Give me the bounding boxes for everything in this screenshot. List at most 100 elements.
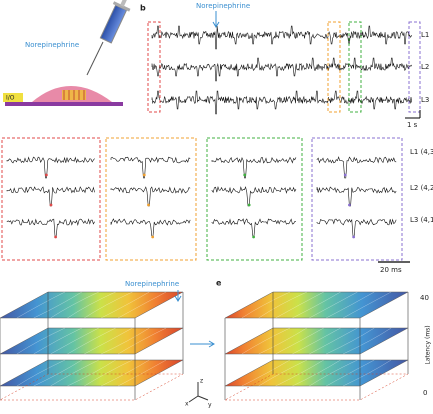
panel-label: e (216, 279, 222, 288)
contour-line (326, 359, 375, 387)
contour-line (67, 327, 116, 355)
io-label: I/O (6, 95, 15, 102)
contour-line (258, 291, 307, 319)
contour-line (67, 359, 116, 387)
zoom-box (311, 137, 403, 261)
trace (110, 186, 191, 207)
stimulus-arrow (212, 11, 220, 28)
scale-label: 20 ms (380, 266, 402, 274)
contour-line (118, 359, 167, 387)
stimulus-label: Norepinephrine (196, 2, 250, 10)
contour-line (241, 359, 290, 387)
contour-line (84, 327, 133, 355)
contour-line (101, 291, 150, 319)
channel-label: L1 (4,3) (410, 148, 433, 156)
trace (151, 90, 412, 115)
contour-line (275, 359, 324, 387)
scale-bar (405, 110, 421, 119)
latency-layer (0, 291, 184, 319)
trace (316, 186, 397, 207)
contour-line (275, 291, 324, 319)
contour-line (50, 327, 99, 355)
contour-line (84, 291, 133, 319)
axis-max: 40 (420, 294, 429, 302)
stimulus-label: Norepinephrine (125, 280, 179, 288)
zoom-box (206, 137, 303, 261)
spike-marker (252, 235, 256, 239)
contour-line (118, 327, 167, 355)
trace (110, 218, 191, 237)
channel-label: L3 (4,1) (410, 216, 433, 224)
contour-line (50, 291, 99, 319)
trace (316, 218, 397, 237)
contour-line (292, 359, 341, 387)
trace (6, 186, 95, 207)
trace (6, 156, 95, 179)
spike-marker (343, 173, 347, 177)
trace (316, 156, 397, 179)
spike-marker (54, 235, 57, 239)
contour-line (33, 327, 82, 355)
contour-line (50, 359, 99, 387)
spike-marker (45, 173, 48, 177)
contour-line (258, 359, 307, 387)
channel-label: L2 (4,2) (410, 184, 433, 192)
latency-maps (0, 291, 409, 401)
contour-line (326, 291, 375, 319)
trace (211, 218, 296, 237)
trace (211, 156, 297, 179)
stimulus-label: Norepinephrine (25, 41, 79, 49)
contour-line (16, 359, 65, 387)
spike-marker (147, 203, 150, 207)
channel-label: L2 (421, 63, 429, 71)
contour-line (326, 327, 375, 355)
contour-line (309, 359, 358, 387)
spike-marker (243, 173, 247, 177)
axis-z: z (200, 378, 203, 385)
trace-group (151, 25, 412, 115)
highlight-box (327, 21, 341, 113)
axis-title: Latency (ms) (425, 325, 432, 364)
contour-line (343, 359, 392, 387)
trace-group (6, 156, 397, 239)
latency-layer (0, 359, 184, 387)
contour-line (258, 327, 307, 355)
contour-line (33, 291, 82, 319)
axis-x: x (185, 401, 189, 408)
spike-marker (142, 173, 146, 177)
spike-marker (352, 235, 356, 239)
axis-min: 0 (423, 389, 427, 397)
contour-line (67, 291, 116, 319)
zoom-box (1, 137, 101, 261)
spike-marker (151, 235, 155, 239)
zoom-box (105, 137, 197, 261)
scale-label: 1 s (407, 121, 418, 129)
spike-marker (348, 203, 351, 207)
device-illustration (3, 0, 131, 106)
contour-line (292, 327, 341, 355)
contour-line (309, 291, 358, 319)
stimulus-arrow (174, 290, 182, 302)
channel-label: L1 (421, 31, 429, 39)
latency-layer (224, 359, 409, 387)
highlight-box (348, 21, 362, 113)
contour-line (33, 359, 82, 387)
contour-line (343, 327, 392, 355)
contour-line (309, 327, 358, 355)
panel-label: b (140, 4, 146, 13)
contour-line (292, 291, 341, 319)
contour-line (275, 327, 324, 355)
contour-line (101, 327, 150, 355)
spike-marker (247, 203, 251, 207)
channel-label: L3 (421, 96, 429, 104)
trace (110, 156, 191, 179)
contour-line (101, 359, 150, 387)
axis-y: y (208, 402, 212, 409)
spike-marker (49, 203, 53, 207)
contour-line (16, 291, 65, 319)
highlight-box (408, 21, 421, 113)
box-frame (0, 292, 184, 400)
contour-line (241, 291, 290, 319)
